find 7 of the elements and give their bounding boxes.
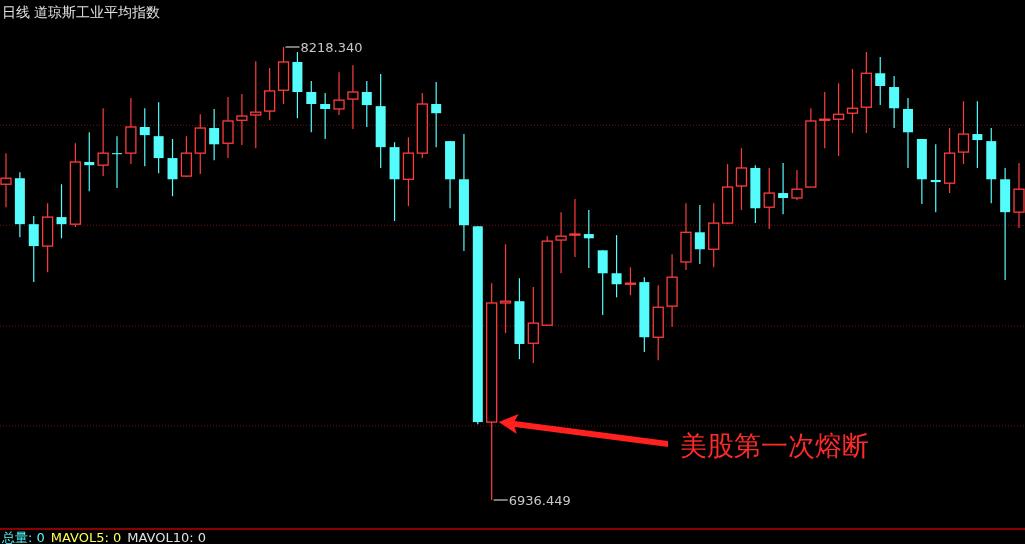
text: 总量: 0 (1, 530, 45, 544)
text: MAVOL5: 0 (50, 530, 122, 544)
chart-title: 日线 道琼斯工业平均指数 (2, 4, 161, 20)
annotation: 8218.340 (300, 39, 363, 55)
text: MAVOL10: 0 (127, 530, 207, 544)
annotation: 6936.449 (508, 492, 571, 508)
annotation: 美股第一次熔断 (680, 430, 869, 461)
